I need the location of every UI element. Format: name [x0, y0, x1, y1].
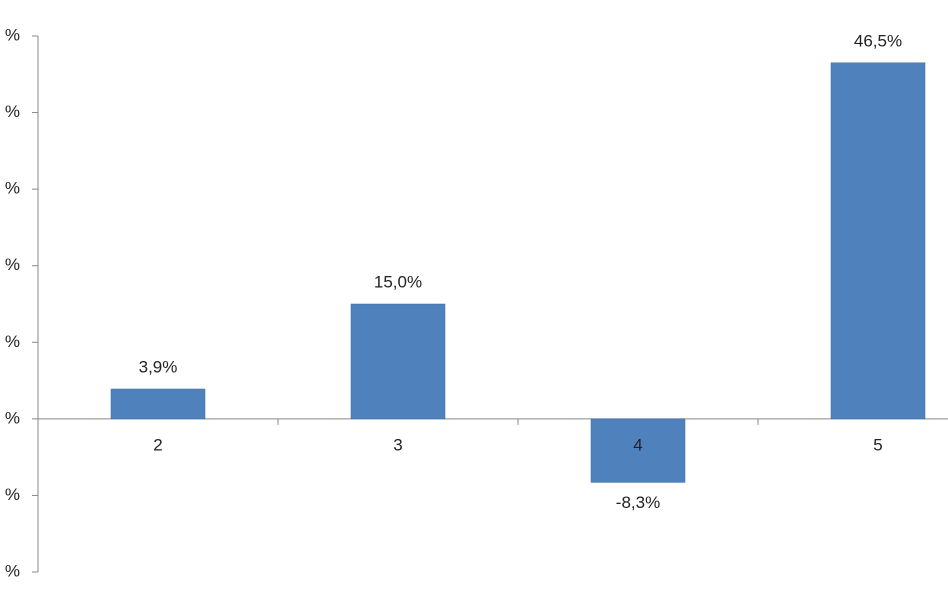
bar — [590, 418, 686, 483]
bar — [350, 303, 446, 420]
y-tick-label: % — [5, 485, 20, 504]
y-tick-label: % — [5, 408, 20, 427]
bar — [110, 388, 206, 420]
y-tick-label: % — [5, 25, 20, 44]
y-tick-label: % — [5, 255, 20, 274]
x-tick-label: 2 — [153, 435, 162, 454]
value-label: 3,9% — [139, 357, 178, 376]
value-label: 15,0% — [374, 272, 422, 291]
bar — [830, 62, 926, 420]
y-tick-label: % — [5, 179, 20, 198]
value-label: 46,5% — [854, 31, 902, 50]
y-tick-label: % — [5, 561, 20, 580]
y-tick-label: % — [5, 332, 20, 351]
x-tick-label: 4 — [633, 435, 642, 454]
x-tick-label: 5 — [873, 435, 882, 454]
x-tick-label: 3 — [393, 435, 402, 454]
y-tick-label: % — [5, 102, 20, 121]
value-label: -8,3% — [616, 493, 660, 512]
